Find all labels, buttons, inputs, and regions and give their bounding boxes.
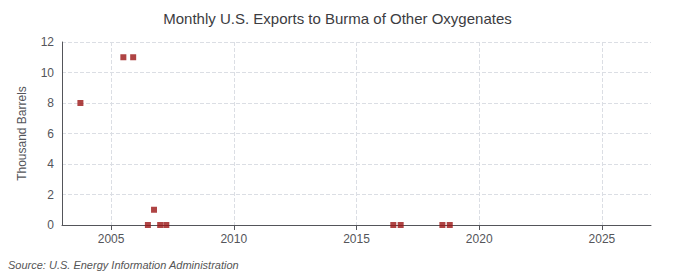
- svg-text:Source: U.S. Energy Informatio: Source: U.S. Energy Information Administ…: [8, 259, 239, 271]
- svg-text:6: 6: [47, 127, 54, 141]
- svg-text:2010: 2010: [220, 232, 247, 246]
- svg-text:4: 4: [47, 157, 54, 171]
- svg-text:0: 0: [47, 218, 54, 232]
- svg-text:8: 8: [47, 96, 54, 110]
- svg-text:12: 12: [41, 35, 55, 49]
- svg-text:2020: 2020: [466, 232, 493, 246]
- svg-text:Thousand Barrels: Thousand Barrels: [15, 86, 29, 181]
- svg-text:Monthly U.S. Exports to Burma: Monthly U.S. Exports to Burma of Other O…: [163, 10, 511, 27]
- svg-text:10: 10: [41, 66, 55, 80]
- svg-text:2005: 2005: [98, 232, 125, 246]
- svg-text:2: 2: [47, 188, 54, 202]
- svg-text:2025: 2025: [589, 232, 616, 246]
- svg-text:2015: 2015: [343, 232, 370, 246]
